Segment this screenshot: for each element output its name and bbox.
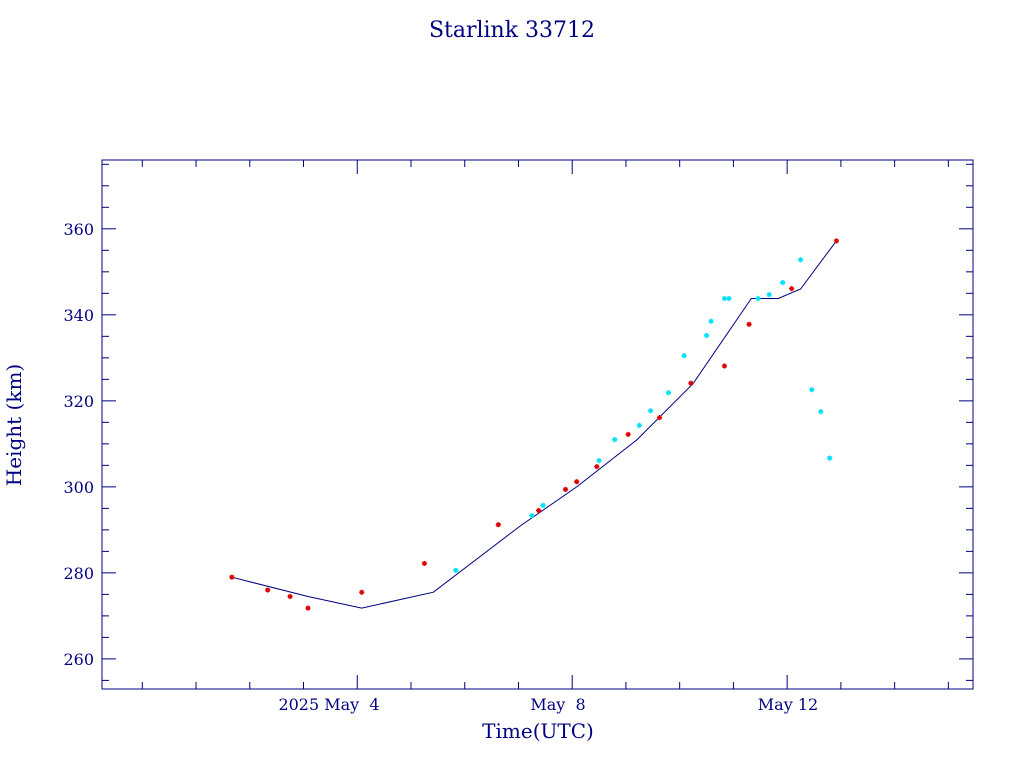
red-data-point (833, 238, 840, 244)
y-tick-label: 340 (63, 306, 94, 325)
cyan-data-point (721, 295, 728, 302)
height-line (231, 240, 837, 609)
red-data-point (562, 486, 569, 493)
cyan-data-point (755, 295, 761, 302)
cyan-data-point (665, 390, 672, 396)
y-tick-label: 360 (63, 220, 94, 239)
red-data-point (536, 507, 542, 514)
x-tick-label: May 12 (758, 695, 818, 714)
x-tick-label: May 8 (530, 695, 585, 714)
red-data-point (229, 574, 235, 580)
cyan-data-point (636, 422, 642, 428)
cyan-data-point (818, 408, 824, 415)
y-tick-label: 300 (63, 478, 94, 497)
red-data-point (594, 464, 600, 470)
red-data-point (305, 605, 311, 611)
cyan-data-point (708, 318, 714, 324)
y-tick-labels: 260 280 300 320 340 360 (63, 220, 94, 669)
red-data-point (421, 560, 428, 567)
red-data-point (625, 431, 631, 437)
cyan-data-point (703, 332, 710, 339)
red-data-point (359, 589, 365, 595)
axis-ticks (102, 160, 973, 689)
x-axis-label: Time(UTC) (482, 719, 594, 743)
cyan-data-point (647, 408, 654, 414)
cyan-data-point (766, 292, 772, 298)
cyan-data-point (540, 502, 546, 508)
red-data-point (495, 522, 501, 528)
red-data-point (721, 363, 728, 369)
red-data-point (287, 593, 293, 600)
data-points (229, 238, 840, 611)
cyan-data-point (681, 353, 687, 359)
cyan-data-point (827, 455, 833, 461)
y-axis-label: Height (km) (2, 364, 26, 486)
y-tick-label: 260 (63, 650, 94, 669)
cyan-data-point (596, 458, 602, 464)
y-tick-label: 280 (63, 564, 94, 583)
cyan-data-point (780, 279, 786, 286)
plot-frame (101, 159, 974, 690)
y-tick-label: 320 (63, 392, 94, 411)
red-data-point (746, 321, 752, 327)
red-data-point (656, 415, 663, 421)
cyan-data-point (726, 295, 732, 302)
red-data-point (688, 380, 694, 386)
red-data-point (574, 479, 580, 485)
chart-title: Starlink 33712 (429, 18, 595, 43)
x-tick-label: 2025 May 4 (278, 695, 379, 714)
cyan-data-point (809, 387, 815, 393)
x-tick-labels: 2025 May 4 May 8 May 12 (278, 695, 818, 714)
cyan-data-point (453, 567, 459, 573)
cyan-data-point (797, 257, 804, 263)
red-data-point (265, 587, 271, 593)
cyan-data-point (612, 436, 618, 443)
red-data-point (789, 285, 795, 292)
cyan-data-point (529, 513, 535, 519)
